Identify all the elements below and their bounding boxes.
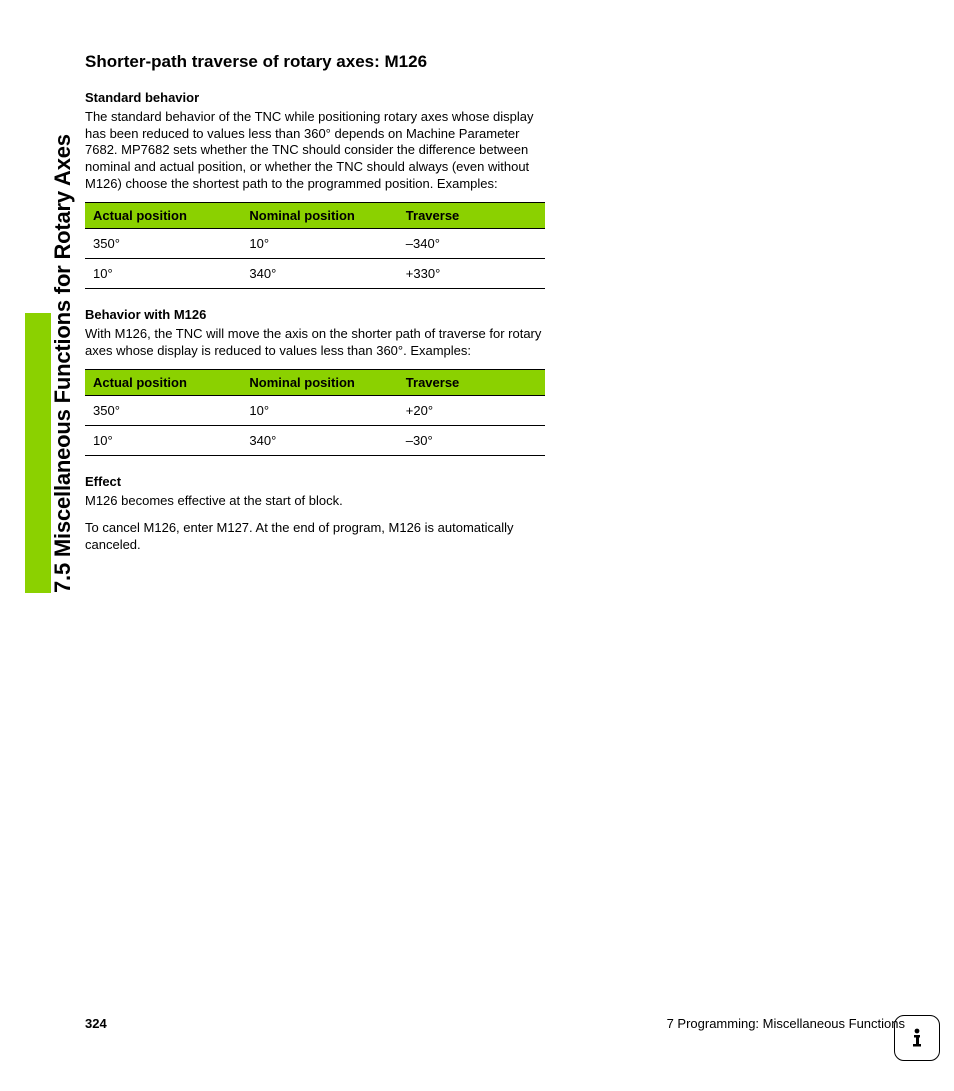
para-effect-2: To cancel M126, enter M127. At the end o… xyxy=(85,520,545,553)
para-standard: The standard behavior of the TNC while p… xyxy=(85,109,545,192)
page-heading: Shorter-path traverse of rotary axes: M1… xyxy=(85,52,545,72)
chapter-label: 7 Programming: Miscellaneous Functions xyxy=(667,1016,905,1031)
td: 350° xyxy=(85,229,241,259)
table-row: 10° 340° –30° xyxy=(85,426,545,456)
td: –30° xyxy=(398,426,545,456)
side-accent-bar xyxy=(25,313,51,593)
th: Actual position xyxy=(85,370,241,396)
main-content: Shorter-path traverse of rotary axes: M1… xyxy=(85,52,545,563)
th: Actual position xyxy=(85,203,241,229)
td: 10° xyxy=(241,396,397,426)
td: 10° xyxy=(85,259,241,289)
td: 340° xyxy=(241,426,397,456)
table-row: 350° 10° +20° xyxy=(85,396,545,426)
td: –340° xyxy=(398,229,545,259)
subhead-standard: Standard behavior xyxy=(85,90,545,105)
th: Traverse xyxy=(398,370,545,396)
td: 10° xyxy=(241,229,397,259)
td: 10° xyxy=(85,426,241,456)
info-icon xyxy=(894,1015,940,1061)
page-footer: 324 7 Programming: Miscellaneous Functio… xyxy=(85,1016,905,1031)
subhead-effect: Effect xyxy=(85,474,545,489)
section-side-title: 7.5 Miscellaneous Functions for Rotary A… xyxy=(50,40,76,593)
para-effect-1: M126 becomes effective at the start of b… xyxy=(85,493,545,510)
th: Nominal position xyxy=(241,370,397,396)
td: +330° xyxy=(398,259,545,289)
table-standard: Actual position Nominal position Travers… xyxy=(85,202,545,289)
td: 340° xyxy=(241,259,397,289)
td: 350° xyxy=(85,396,241,426)
table-row: 10° 340° +330° xyxy=(85,259,545,289)
td: +20° xyxy=(398,396,545,426)
th: Nominal position xyxy=(241,203,397,229)
table-m126: Actual position Nominal position Travers… xyxy=(85,369,545,456)
subhead-m126: Behavior with M126 xyxy=(85,307,545,322)
page-number: 324 xyxy=(85,1016,107,1031)
para-m126: With M126, the TNC will move the axis on… xyxy=(85,326,545,359)
table-row: 350° 10° –340° xyxy=(85,229,545,259)
th: Traverse xyxy=(398,203,545,229)
